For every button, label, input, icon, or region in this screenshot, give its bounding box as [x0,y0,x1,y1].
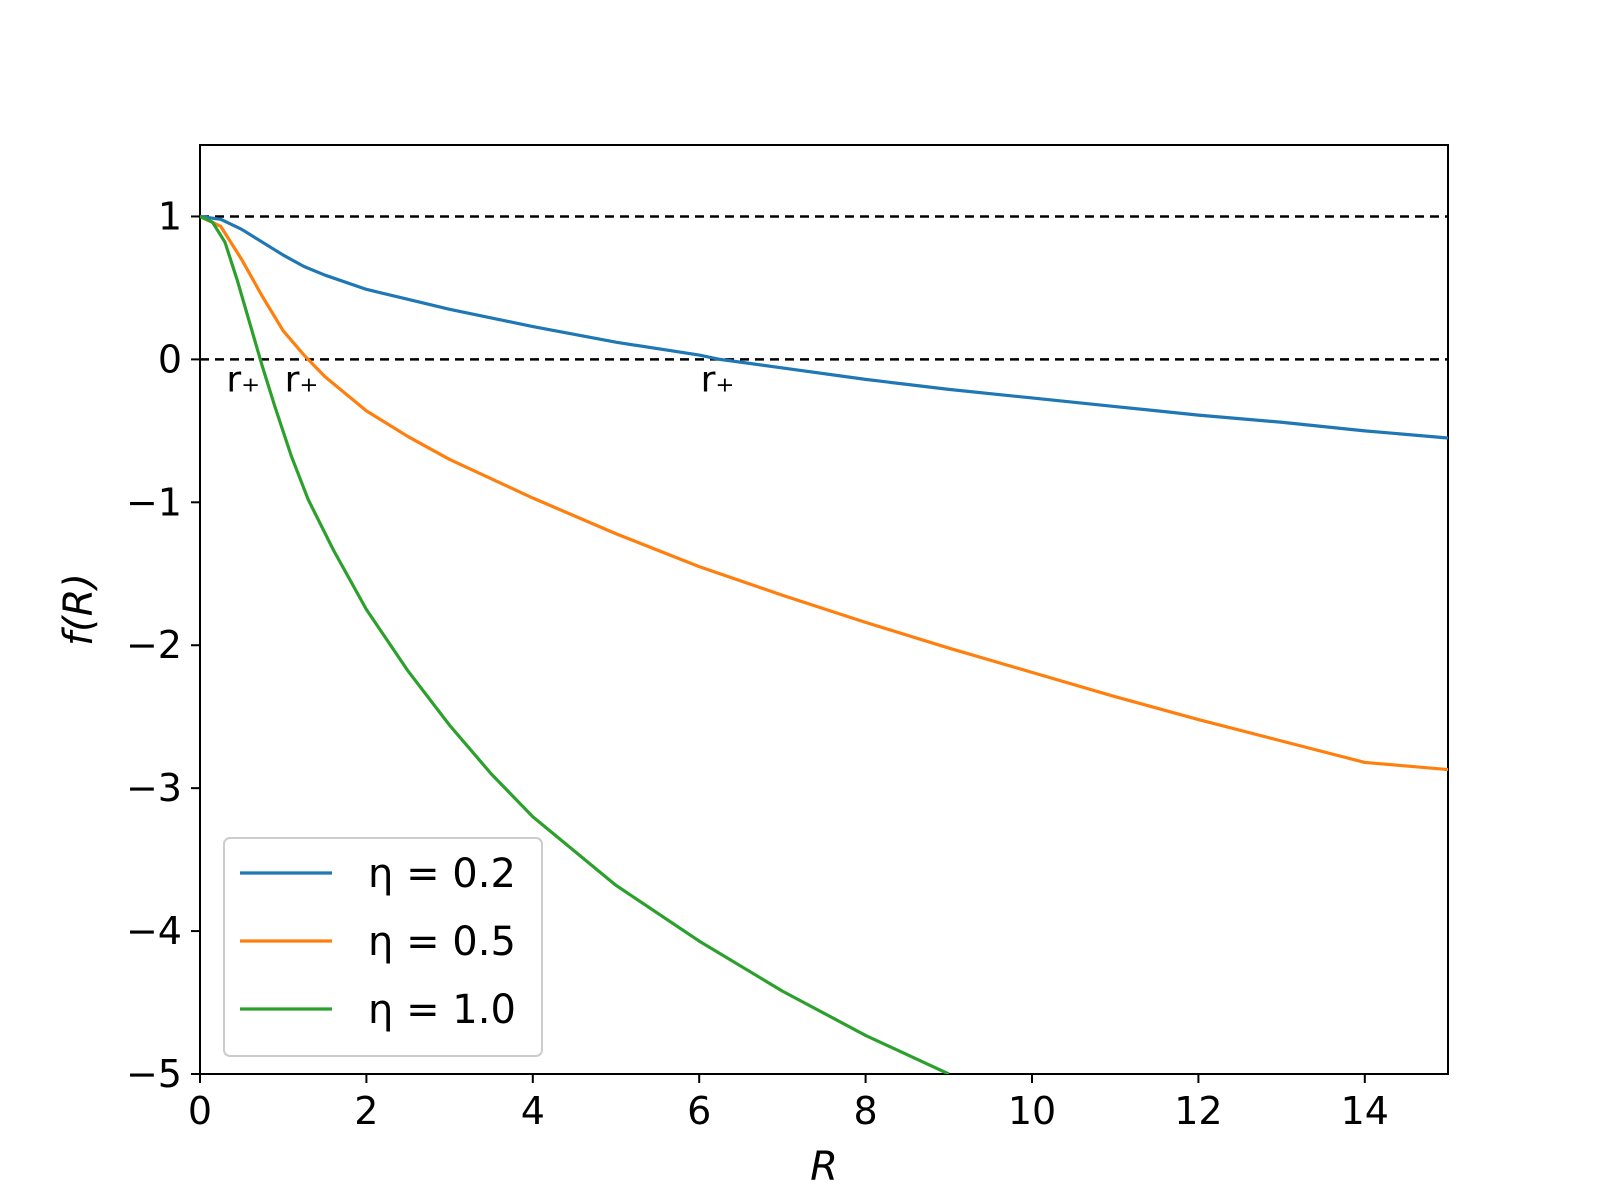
y-axis-label: f(R) [56,573,102,646]
y-tick-label: 1 [158,194,182,238]
y-tick-label: −2 [126,623,182,667]
y-tick-label: −4 [126,909,182,953]
x-tick-label: 4 [521,1089,545,1133]
series-line-0 [200,214,1448,440]
series-line-2 [200,215,950,1074]
x-tick-label: 6 [687,1089,711,1133]
annotation-r-plus: r₊ [285,359,319,400]
x-axis-label: R [810,1144,838,1190]
y-axis-ticks: −5 −4 −3 −2 −1 0 1 [126,194,200,1096]
x-tick-label: 10 [1008,1089,1056,1133]
x-tick-label: 12 [1174,1089,1222,1133]
x-tick-label: 14 [1341,1089,1389,1133]
annotation-r-plus: r₊ [701,359,735,400]
annotations: r₊ r₊ r₊ [226,359,734,400]
y-tick-label: −5 [126,1052,182,1096]
x-axis-ticks: 0 2 4 6 8 10 12 14 [188,1074,1389,1133]
legend-box [223,837,543,1057]
y-tick-label: 0 [158,337,182,381]
y-tick-label: −3 [126,766,182,810]
reference-lines [200,215,1448,361]
annotation-r-plus: r₊ [226,359,260,400]
legend-entry: η = 0.5 [368,919,516,965]
legend: η = 0.2 η = 0.5 η = 1.0 [223,837,543,1057]
legend-entry: η = 1.0 [368,987,516,1033]
legend-entry: η = 0.2 [368,851,516,897]
series-line-1 [200,215,1448,772]
series-lines [200,214,1448,1074]
y-tick-label: −1 [126,480,182,524]
x-tick-label: 0 [188,1089,212,1133]
x-tick-label: 8 [854,1089,878,1133]
x-tick-label: 2 [354,1089,378,1133]
